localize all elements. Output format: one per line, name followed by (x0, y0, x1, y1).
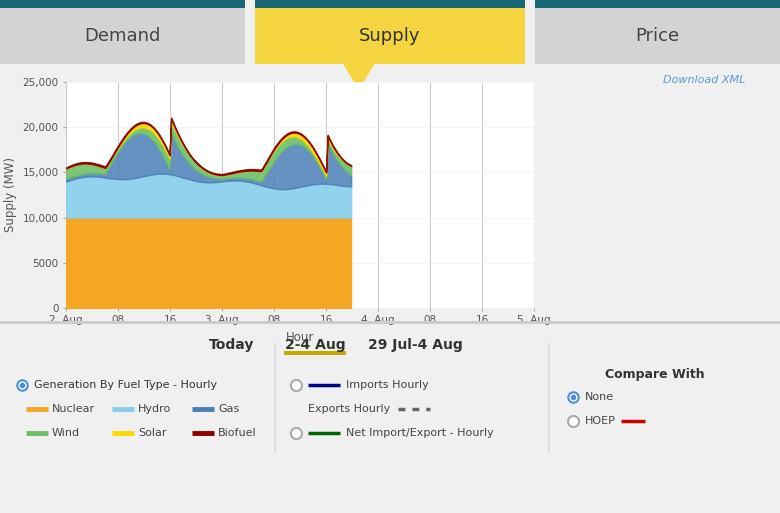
Polygon shape (340, 59, 378, 90)
Text: 2-4 Aug: 2-4 Aug (285, 338, 346, 352)
Text: Today: Today (209, 338, 255, 352)
Bar (0, 0, 245, 64)
Text: Demand: Demand (83, 27, 160, 45)
Text: Net Import/Export - Hourly: Net Import/Export - Hourly (346, 428, 494, 438)
Bar (284, 351, 346, 354)
Text: None: None (585, 392, 614, 402)
Bar (255, 0, 525, 64)
Text: Generation By Fuel Type - Hourly: Generation By Fuel Type - Hourly (34, 380, 217, 390)
Text: Price: Price (635, 27, 679, 45)
Text: Hydro: Hydro (138, 404, 172, 414)
X-axis label: Hour: Hour (286, 331, 314, 344)
Bar (255, 0, 525, 8)
Text: Supply: Supply (360, 27, 420, 45)
Bar (0, 321, 780, 324)
Text: Compare With: Compare With (605, 368, 704, 381)
Text: Imports Hourly: Imports Hourly (346, 380, 429, 390)
Text: Exports Hourly: Exports Hourly (308, 404, 390, 414)
Bar (0, 0, 245, 8)
Text: Biofuel: Biofuel (218, 428, 257, 438)
Text: Solar: Solar (138, 428, 166, 438)
Bar (274, 343, 276, 453)
Text: 29 Jul-4 Aug: 29 Jul-4 Aug (367, 338, 463, 352)
Text: HOEP: HOEP (585, 416, 616, 426)
Text: Wind: Wind (52, 428, 80, 438)
Bar (535, 0, 780, 64)
Text: Nuclear: Nuclear (52, 404, 95, 414)
Text: Download XML: Download XML (662, 74, 745, 85)
Y-axis label: Supply (MW): Supply (MW) (4, 157, 17, 232)
Bar (535, 0, 780, 8)
Text: Gas: Gas (218, 404, 239, 414)
Bar (548, 343, 550, 453)
